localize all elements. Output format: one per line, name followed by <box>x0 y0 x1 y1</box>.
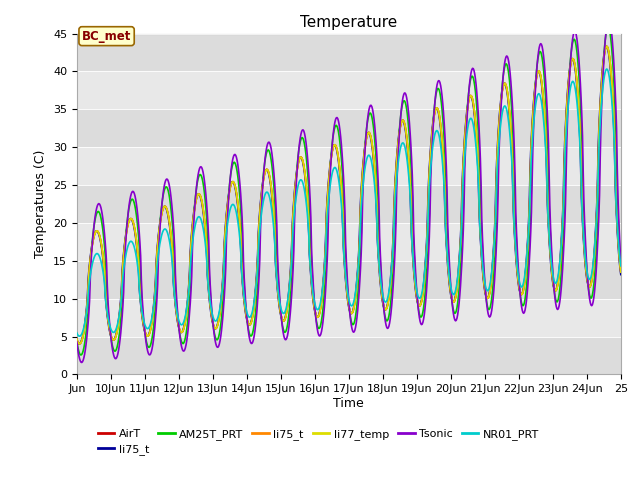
Bar <box>77 261 621 299</box>
X-axis label: Time: Time <box>333 397 364 410</box>
Bar <box>77 72 621 109</box>
Bar <box>77 336 621 374</box>
Bar <box>77 223 621 261</box>
Legend: AirT, li75_t, AM25T_PRT, li75_t, li77_temp, Tsonic, NR01_PRT: AirT, li75_t, AM25T_PRT, li75_t, li77_te… <box>93 424 543 460</box>
Bar <box>77 34 621 72</box>
Y-axis label: Temperatures (C): Temperatures (C) <box>35 150 47 258</box>
Title: Temperature: Temperature <box>300 15 397 30</box>
Bar <box>77 185 621 223</box>
Text: BC_met: BC_met <box>82 30 131 43</box>
Bar <box>77 109 621 147</box>
Bar <box>77 147 621 185</box>
Bar <box>77 299 621 336</box>
